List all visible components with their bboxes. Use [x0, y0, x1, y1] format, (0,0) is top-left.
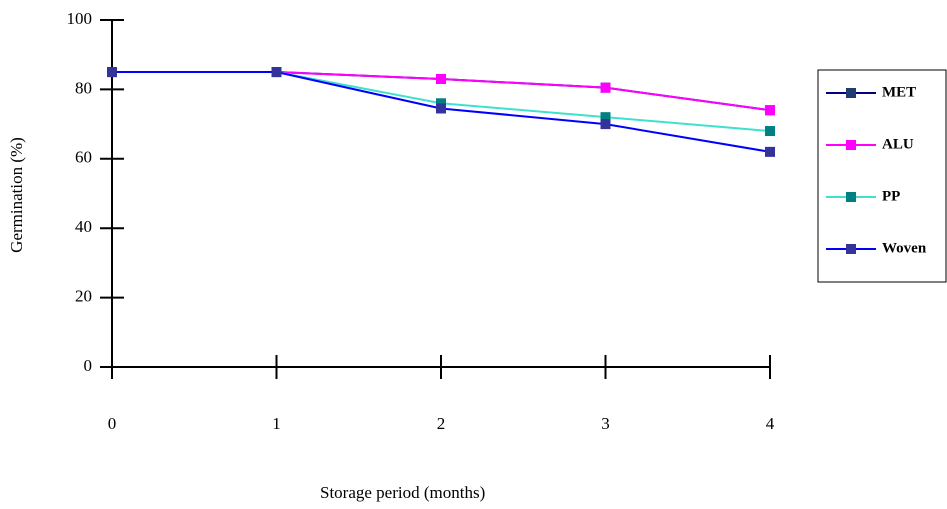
- data-point: [601, 119, 611, 129]
- y-tick-label: 80: [75, 78, 92, 97]
- y-axis-title: Germination (%): [7, 137, 26, 253]
- y-tick-label: 0: [84, 356, 93, 375]
- data-point: [765, 147, 775, 157]
- legend-marker: [846, 88, 856, 98]
- x-tick-label: 0: [108, 414, 117, 433]
- legend-label: ALU: [882, 136, 914, 152]
- x-tick-label: 1: [272, 414, 281, 433]
- data-point: [765, 126, 775, 136]
- legend-label: Woven: [882, 240, 927, 256]
- y-tick-label: 60: [75, 148, 92, 167]
- x-axis-title: Storage period (months): [320, 483, 485, 502]
- legend-marker: [846, 140, 856, 150]
- data-point: [272, 67, 282, 77]
- data-point: [601, 83, 611, 93]
- data-point: [765, 105, 775, 115]
- x-tick-label: 2: [437, 414, 446, 433]
- chart: Storage period (months) Germination (%) …: [0, 0, 947, 509]
- y-tick-label: 20: [75, 287, 92, 306]
- legend-label: MET: [882, 84, 916, 100]
- data-point: [436, 74, 446, 84]
- legend-label: PP: [882, 188, 900, 204]
- y-tick-label: 100: [67, 9, 93, 28]
- data-point: [436, 103, 446, 113]
- legend-marker: [846, 192, 856, 202]
- x-tick-label: 3: [601, 414, 610, 433]
- y-tick-label: 40: [75, 217, 92, 236]
- data-point: [107, 67, 117, 77]
- legend-marker: [846, 244, 856, 254]
- x-tick-label: 4: [766, 414, 775, 433]
